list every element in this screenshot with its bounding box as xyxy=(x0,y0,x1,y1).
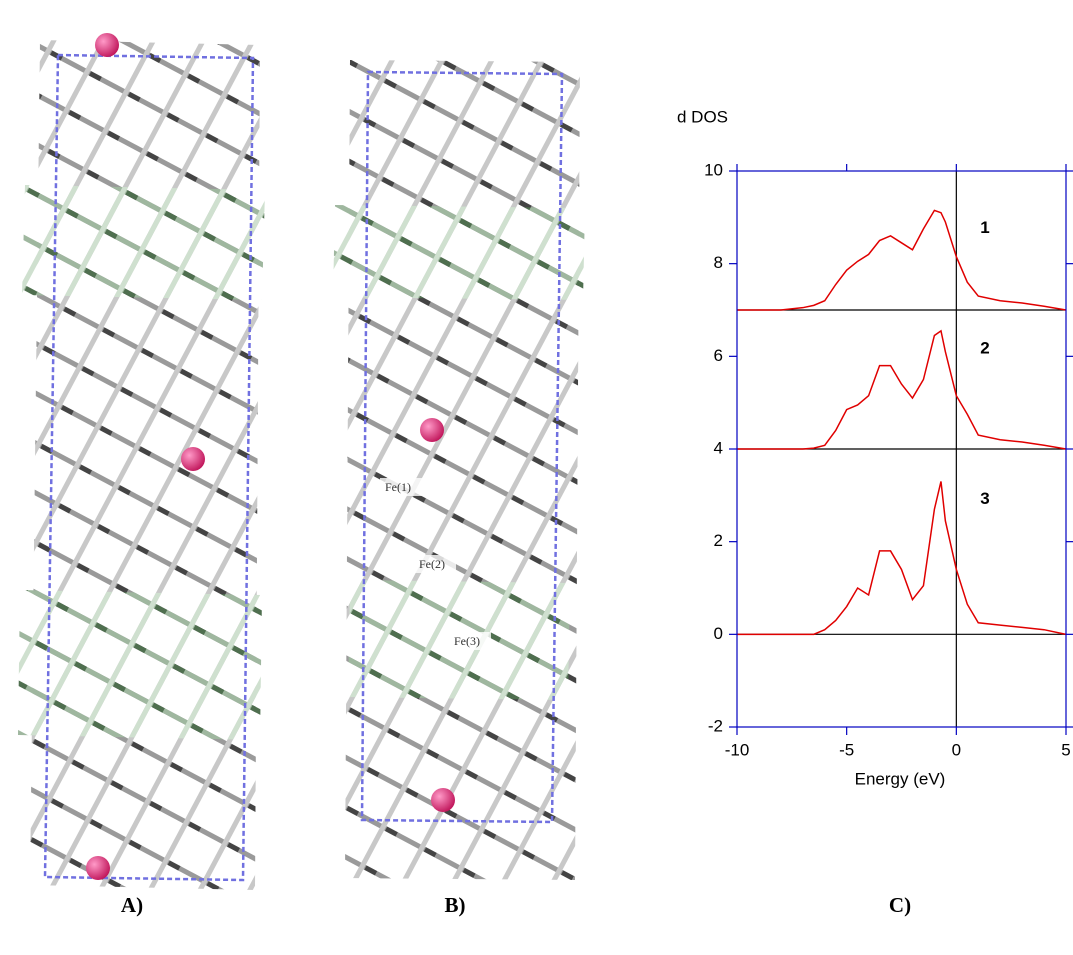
x-axis-label: Energy (eV) xyxy=(855,769,946,788)
curve-label: 3 xyxy=(980,489,989,508)
x-tick-label: -10 xyxy=(725,740,750,759)
dos-curve xyxy=(737,481,1067,636)
y-tick-label: 6 xyxy=(714,346,723,365)
y-axis-label: d DOS xyxy=(677,107,728,126)
y-tick-label: 2 xyxy=(714,531,723,550)
panel-label: C) xyxy=(889,893,911,917)
dos-curve xyxy=(737,209,1067,311)
panel-label: A) xyxy=(121,893,143,917)
curve-label: 2 xyxy=(980,338,989,357)
y-tick-label: 0 xyxy=(714,624,723,643)
panel-label: B) xyxy=(445,893,466,917)
x-tick-label: 5 xyxy=(1061,740,1070,759)
structure-a xyxy=(18,33,265,890)
x-tick-label: 0 xyxy=(952,740,961,759)
curve-label: 1 xyxy=(980,218,989,237)
y-tick-label: -2 xyxy=(708,716,723,735)
y-tick-label: 10 xyxy=(704,160,723,179)
y-tick-label: 8 xyxy=(714,253,723,272)
x-tick-label: -5 xyxy=(839,740,854,759)
atom-label: Fe(2) xyxy=(419,557,445,571)
dos-curve xyxy=(737,329,1067,450)
atom-label: Fe(3) xyxy=(454,634,480,648)
y-tick-label: 4 xyxy=(714,438,723,457)
structure-b: Fe(1) Fe(2) Fe(3) xyxy=(333,60,585,880)
atom-label: Fe(1) xyxy=(385,480,411,494)
